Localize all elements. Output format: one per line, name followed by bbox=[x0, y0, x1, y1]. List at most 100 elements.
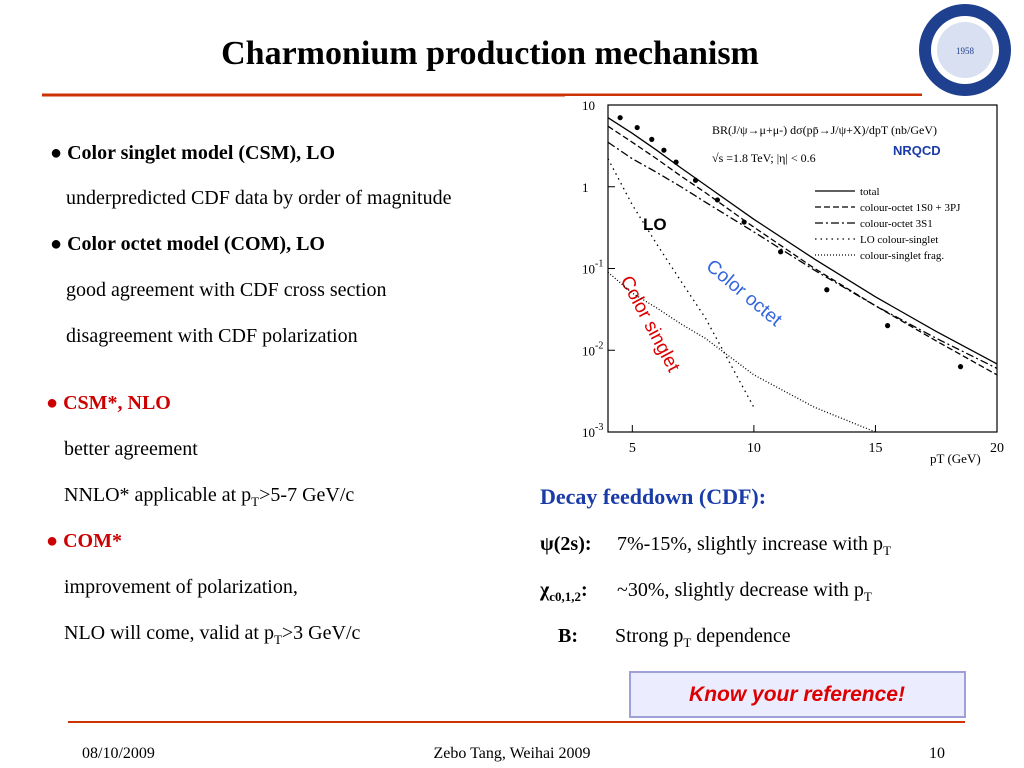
curve bbox=[607, 271, 876, 433]
bullet-heading: ● Color singlet model (CSM), LO bbox=[50, 142, 335, 164]
subscript: T bbox=[251, 494, 259, 509]
subscript: c0,1,2 bbox=[549, 589, 581, 604]
logo-core bbox=[937, 22, 993, 78]
row-label: ψ(2s): bbox=[540, 533, 592, 555]
y-tick-base: 1 bbox=[582, 180, 589, 195]
text: disagreement with CDF polarization bbox=[66, 325, 358, 347]
y-tick-label: 1 bbox=[582, 180, 589, 195]
note-box bbox=[629, 671, 966, 718]
data-point bbox=[617, 115, 623, 121]
text: good agreement with CDF cross section bbox=[66, 279, 387, 301]
feeddown-title: Decay feeddown (CDF): bbox=[540, 484, 766, 509]
data-point bbox=[824, 287, 830, 293]
text: 7%-15%, slightly increase with p bbox=[617, 533, 883, 555]
curve bbox=[607, 117, 998, 365]
footer-page: 10 bbox=[929, 745, 945, 762]
annotation: NRQCD bbox=[893, 143, 941, 158]
bullet-text: NLO will come, valid at pT>3 GeV/c bbox=[64, 622, 361, 647]
text: NLO will come, valid at p bbox=[64, 622, 274, 644]
text: χ bbox=[539, 579, 550, 601]
curve bbox=[607, 158, 755, 408]
plot-subtitle: √s =1.8 TeV; |η| < 0.6 bbox=[712, 151, 816, 165]
y-tick-base: 10 bbox=[582, 98, 595, 113]
data-point bbox=[634, 124, 640, 131]
data-point bbox=[673, 159, 679, 165]
y-tick-exponent: -3 bbox=[595, 422, 603, 433]
feeddown: Decay feeddown (CDF): ψ(2s): 7%-15%, sli… bbox=[539, 484, 891, 650]
plot: BR(J/ψ→μ+μ-) dσ(pp̄→J/ψ+X)/dpT (nb/GeV) … bbox=[565, 96, 1020, 468]
data-point bbox=[741, 219, 747, 225]
bullet-heading: ● COM* bbox=[46, 530, 122, 552]
subscript: T bbox=[883, 543, 891, 558]
logo-year: 1958 bbox=[956, 46, 975, 56]
x-axis-label: pT (GeV) bbox=[930, 451, 981, 466]
plot-title: BR(J/ψ→μ+μ-) dσ(pp̄→J/ψ+X)/dpT (nb/GeV) bbox=[712, 123, 937, 137]
text: : bbox=[581, 579, 588, 601]
text: better agreement bbox=[64, 438, 198, 460]
plot-background bbox=[565, 96, 1020, 468]
bullet-text: good agreement with CDF cross section bbox=[66, 279, 387, 301]
bullet-heading: ● CSM*, NLO bbox=[46, 392, 171, 414]
bullet-text: better agreement bbox=[64, 438, 198, 460]
row-label: B: bbox=[558, 625, 578, 647]
bullet-text: improvement of polarization, bbox=[64, 576, 298, 598]
text: ~30%, slightly decrease with p bbox=[617, 579, 864, 601]
data-point bbox=[714, 197, 721, 203]
legend-label: colour-octet 3S1 bbox=[860, 218, 933, 230]
y-tick-label: 10-2 bbox=[582, 340, 603, 358]
text: >3 GeV/c bbox=[282, 622, 361, 644]
legend-label: total bbox=[860, 186, 880, 198]
text: improvement of polarization, bbox=[64, 576, 298, 598]
bullet-text: underpredicted CDF data by order of magn… bbox=[66, 187, 452, 209]
data-point bbox=[661, 147, 667, 153]
x-tick-label: 10 bbox=[747, 441, 761, 456]
y-tick-base: 10 bbox=[582, 425, 595, 440]
y-tick-base: 10 bbox=[582, 262, 595, 277]
text: B: bbox=[558, 625, 578, 647]
row-text: ~30%, slightly decrease with pT bbox=[617, 579, 872, 604]
row-text: Strong pT dependence bbox=[615, 625, 791, 650]
x-tick-label: 5 bbox=[629, 441, 636, 456]
text: dependence bbox=[691, 625, 791, 647]
x-tick-label: 20 bbox=[990, 441, 1004, 456]
curve bbox=[607, 125, 998, 376]
text: underpredicted CDF data by order of magn… bbox=[66, 187, 452, 209]
data-point bbox=[957, 364, 964, 370]
curve bbox=[607, 141, 998, 369]
data-point bbox=[692, 177, 699, 183]
subscript: T bbox=[864, 589, 872, 604]
y-tick-base: 10 bbox=[582, 343, 595, 358]
x-tick-label: 15 bbox=[868, 441, 882, 456]
note: Know your reference! bbox=[689, 683, 905, 706]
subscript: T bbox=[683, 635, 691, 650]
slide-title: Charmonium production mechanism bbox=[221, 35, 759, 72]
footer-date: 08/10/2009 bbox=[82, 745, 155, 762]
bullet-text: NNLO* applicable at pT>5-7 GeV/c bbox=[64, 484, 354, 509]
text: ● Color octet model (COM), LO bbox=[50, 233, 325, 255]
data-point bbox=[649, 136, 655, 142]
text: NNLO* applicable at p bbox=[64, 484, 251, 506]
text: >5-7 GeV/c bbox=[259, 484, 354, 506]
y-tick-exponent: -1 bbox=[595, 259, 603, 270]
y-tick-label: 10 bbox=[582, 98, 595, 113]
subscript: T bbox=[274, 632, 282, 647]
footer-author: Zebo Tang, Weihai 2009 bbox=[434, 745, 591, 762]
legend-label: LO colour-singlet bbox=[860, 234, 938, 246]
y-tick-exponent: -2 bbox=[595, 340, 603, 351]
text: ● Color singlet model (CSM), LO bbox=[50, 142, 335, 164]
legend-label: colour-singlet frag. bbox=[860, 250, 944, 262]
annotation: LO bbox=[643, 215, 667, 234]
logo: 1958 bbox=[919, 4, 1011, 96]
row-label: χc0,1,2: bbox=[539, 579, 588, 604]
bullet-heading: ● Color octet model (COM), LO bbox=[50, 233, 325, 255]
bullet-text: disagreement with CDF polarization bbox=[66, 325, 358, 347]
text: ● COM* bbox=[46, 530, 122, 552]
legend-label: colour-octet 1S0 + 3PJ bbox=[860, 202, 961, 214]
row-text: 7%-15%, slightly increase with pT bbox=[617, 533, 891, 558]
data-point bbox=[884, 323, 891, 329]
y-tick-label: 10-3 bbox=[582, 422, 603, 440]
text: Strong p bbox=[615, 625, 683, 647]
